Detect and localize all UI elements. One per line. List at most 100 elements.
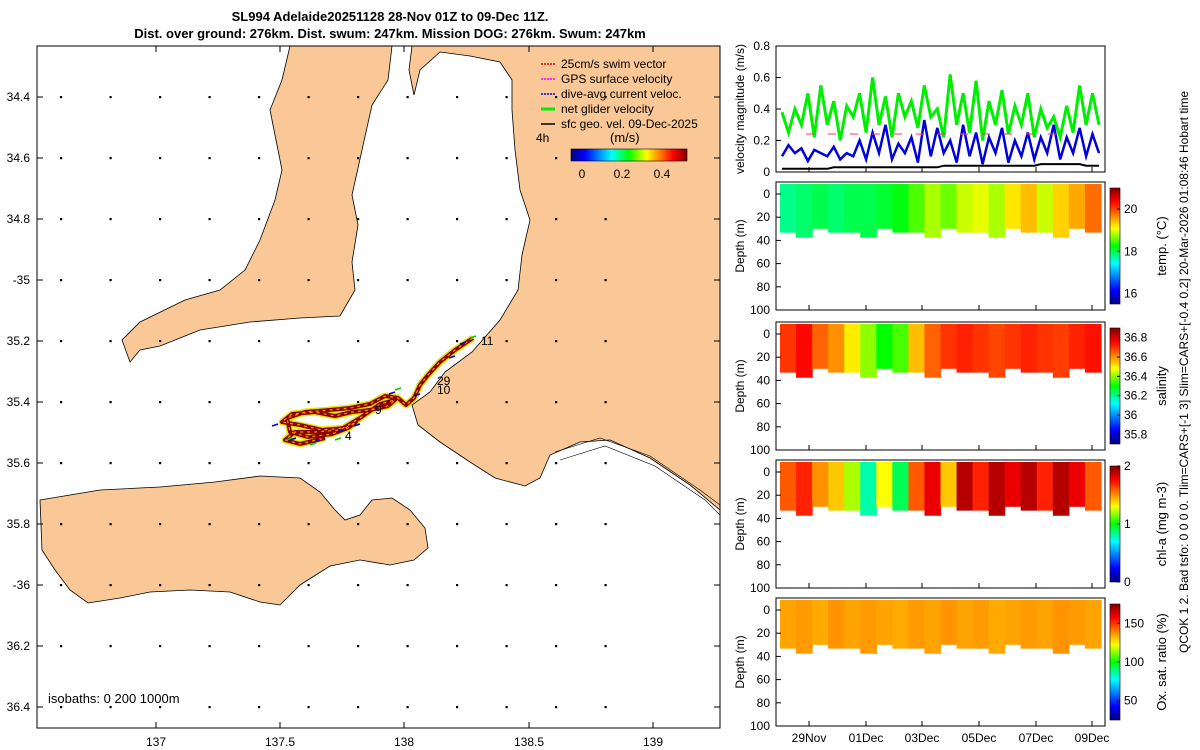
time-x-tick-label: 09Dec (1075, 731, 1110, 745)
legend-4h: 4h (536, 131, 549, 145)
section-data-column (876, 324, 893, 369)
colorbar-tick-label: 20 (1124, 202, 1138, 216)
geo-velocity-dot (60, 706, 63, 709)
track-label: 29 (437, 374, 451, 388)
geo-velocity-dot (208, 218, 211, 221)
map-frame (36, 45, 721, 729)
isobaths-note: isobaths: 0 200 1000m (48, 691, 180, 706)
geo-velocity-dot (604, 340, 607, 343)
section-y-tick-label: 40 (757, 233, 771, 247)
colorbar-tick-label: 100 (1124, 655, 1144, 669)
geo-velocity-dot (208, 401, 211, 404)
section-y-tick-label: 0 (763, 603, 770, 617)
geo-velocity-dot (456, 340, 459, 343)
dive-current-arrow (448, 355, 456, 359)
geo-velocity-dot (208, 584, 211, 587)
geo-velocity-dot (555, 584, 558, 587)
geo-velocity-dot (357, 523, 360, 526)
geo-velocity-dot (307, 706, 310, 709)
velocity-panel: 0 0.2 0.4 0.6 0.8 velocity magnitude (m/s) (733, 39, 1106, 179)
geo-velocity-dot (505, 96, 508, 99)
velocity-y-tick-label: 0 (763, 165, 770, 179)
section-y-tick-label: 60 (757, 397, 771, 411)
geo-velocity-dot (505, 706, 508, 709)
map-y-tick-label: 36.4 (7, 700, 31, 714)
section-data-column (812, 184, 829, 229)
geo-velocity-dot (159, 340, 162, 343)
isobath-line (554, 437, 720, 506)
map-y-tick-label: -35 (13, 273, 31, 287)
section-data-column (780, 324, 797, 373)
net-velocity-arrow (334, 437, 342, 441)
geo-velocity-dot (307, 462, 310, 465)
section-data-column (940, 600, 958, 645)
section-data-column (860, 184, 877, 238)
geo-velocity-dot (357, 401, 360, 404)
geo-velocity-dot (208, 279, 211, 282)
section-ylabel: Depth (m) (733, 359, 747, 412)
geo-velocity-dot (456, 96, 459, 99)
geo-velocity-dot (604, 218, 607, 221)
section-data-column (1020, 324, 1038, 373)
section-data-column (780, 184, 797, 233)
section-data-column (988, 184, 1006, 238)
section-y-tick-label: 20 (757, 210, 771, 224)
section-data-column (1084, 324, 1102, 373)
geo-velocity-dot (555, 401, 558, 404)
geo-velocity-dot (109, 218, 112, 221)
section-data-column (812, 324, 829, 369)
geo-velocity-dot (555, 218, 558, 221)
legend-label: dive-avg current veloc. (561, 87, 682, 101)
geo-velocity-dot (109, 279, 112, 282)
geo-velocity-dot (60, 157, 63, 160)
map-y-tick-label: 35.2 (7, 334, 31, 348)
section-y-tick-label: 100 (750, 719, 770, 733)
colorbar-tick-label: 16 (1124, 286, 1138, 300)
geo-velocity-dot (456, 401, 459, 404)
section-data-column (972, 462, 990, 511)
section-data-column (780, 600, 797, 649)
section-data-column (828, 600, 845, 649)
track-label: 10 (437, 383, 451, 397)
section-data-column (1084, 184, 1102, 233)
geo-velocity-dot (109, 523, 112, 526)
section-data-column (1004, 324, 1022, 369)
section-data-column (1036, 324, 1054, 373)
geo-velocity-dot (555, 340, 558, 343)
geo-velocity-dot (604, 706, 607, 709)
geo-velocity-dot (406, 645, 409, 648)
geo-velocity-dot (208, 96, 211, 99)
geo-velocity-dot (406, 218, 409, 221)
dive-current-arrow (336, 429, 344, 433)
velocity-y-tick-label: 0.4 (753, 102, 770, 116)
colorbar-label: (m/s) (610, 130, 640, 145)
geo-velocity-dot (307, 279, 310, 282)
section-data-column (908, 184, 926, 233)
net-velocity-arrow (394, 387, 402, 391)
map-y-tick-label: 34.8 (7, 212, 31, 226)
geo-velocity-dot (258, 96, 261, 99)
colorbar-tick-label: 35.8 (1124, 427, 1148, 441)
map-axes: 137 137.5 138 138.5 139 34.4 34.6 34.8 -35 35.2 35… (7, 46, 720, 749)
section-data-column (940, 462, 958, 507)
colorbar-label: temp. (°C) (1154, 216, 1169, 275)
geo-velocity-dot (357, 584, 360, 587)
legend-label: net glider velocity (561, 102, 654, 116)
section-data-column (972, 184, 990, 233)
geo-velocity-dot (456, 706, 459, 709)
geo-velocity-dot (208, 645, 211, 648)
map-y-tick-label: 35.8 (7, 517, 31, 531)
geo-velocity-dot (109, 462, 112, 465)
geo-velocity-dot (60, 584, 63, 587)
track-label: 11 (481, 334, 494, 348)
geo-velocity-dot (505, 584, 508, 587)
section-data-column (908, 600, 926, 649)
section-data-column (1036, 184, 1054, 233)
colorbar-tick-label: 36.6 (1124, 350, 1148, 364)
section-data-column (1020, 600, 1038, 649)
geo-velocity-dot (208, 706, 211, 709)
map-y-tick-label: -36 (13, 578, 31, 592)
geo-velocity-dot (159, 401, 162, 404)
section-data-column (1052, 184, 1070, 238)
section-data-column (1068, 600, 1086, 645)
